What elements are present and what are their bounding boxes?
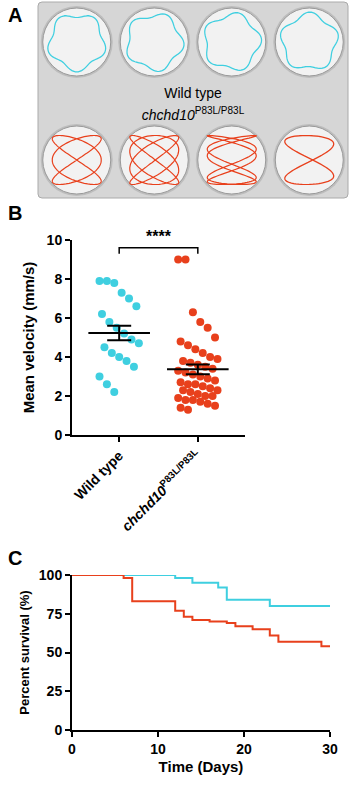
svg-text:Time (Days): Time (Days) [159,758,244,775]
svg-text:20: 20 [236,741,252,757]
svg-text:Mean velocity (mm/s): Mean velocity (mm/s) [20,262,37,414]
svg-text:10: 10 [150,741,166,757]
svg-text:chchd10​P83L/P83L​: chchd10​P83L/P83L​ [117,446,205,534]
svg-text:30: 30 [322,741,338,757]
svg-text:10: 10 [47,232,63,248]
svg-text:8: 8 [54,271,62,287]
svg-text:chchd10P83L/P83L: chchd10P83L/P83L [142,105,245,123]
svg-text:Percent survival (%): Percent survival (%) [17,590,32,714]
html-text:C: C [8,547,23,569]
svg-text:Wild type: Wild type [71,447,126,502]
svg-text:Wild type: Wild type [164,85,222,101]
svg-text:2: 2 [54,388,62,404]
svg-text:50: 50 [47,644,63,660]
svg-text:0: 0 [54,722,62,738]
svg-text:A: A [8,4,22,26]
svg-text:75: 75 [47,606,63,622]
svg-text:4: 4 [54,349,62,365]
svg-text:25: 25 [47,683,63,699]
svg-text:6: 6 [54,310,62,326]
svg-text:100: 100 [39,567,63,583]
svg-text:0: 0 [54,427,62,443]
html-text:B: B [8,202,23,224]
svg-text:0: 0 [68,741,76,757]
svg-text:****: **** [146,228,172,245]
